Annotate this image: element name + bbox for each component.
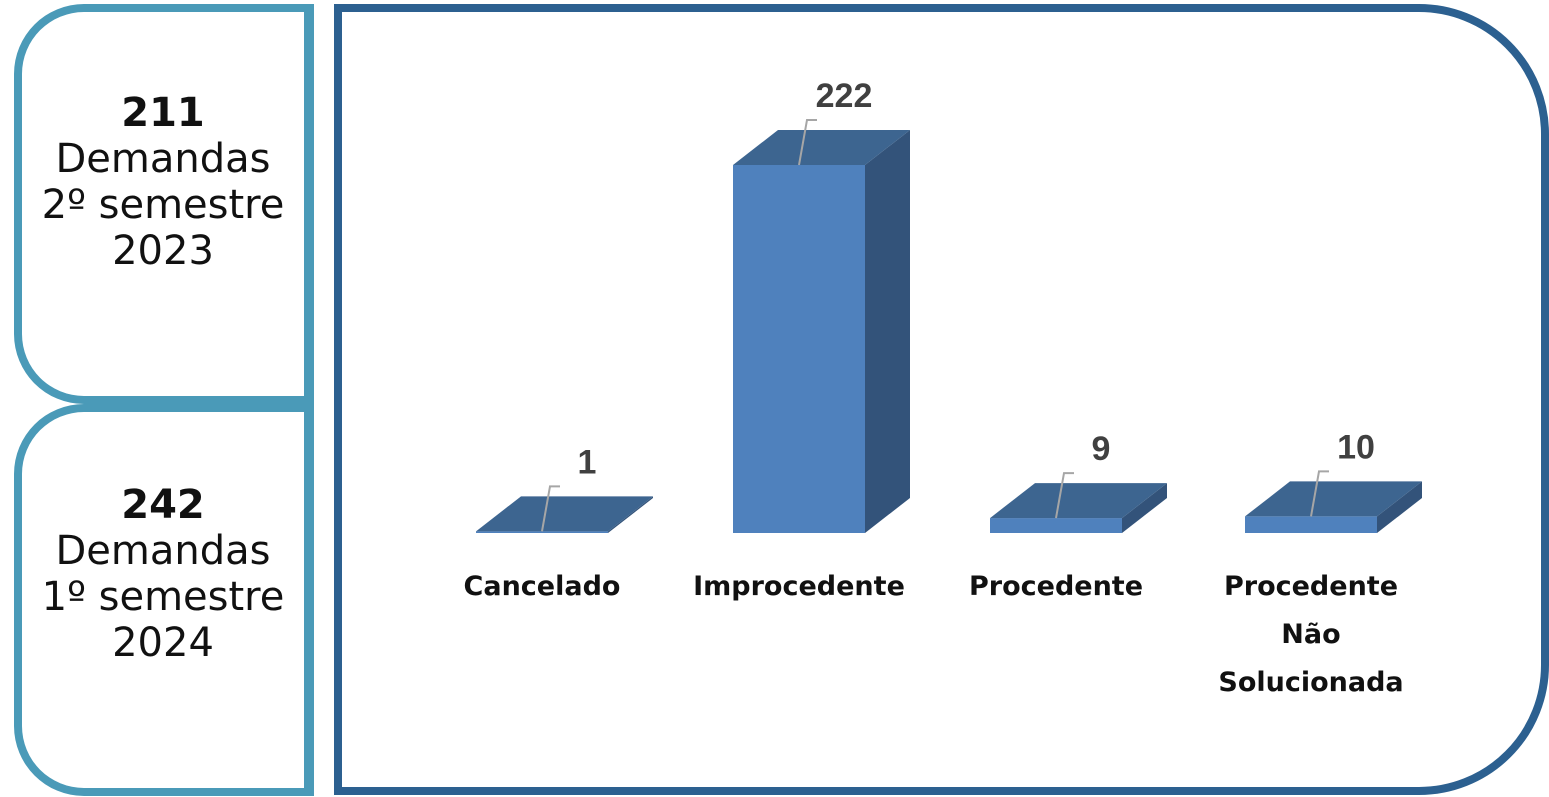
bar-front: [1245, 516, 1377, 533]
bar-side: [865, 130, 910, 533]
line: Demandas: [55, 136, 271, 182]
count: 242: [121, 482, 205, 528]
value-label: 222: [816, 77, 873, 115]
chart-frame: [334, 4, 1549, 795]
bar-front: [476, 531, 608, 533]
line: 1º semestre: [41, 574, 285, 620]
bar-side: [1122, 483, 1167, 533]
summary-panel: 211 Demandas 2º semestre 2023: [14, 4, 314, 404]
line: 2024: [112, 620, 214, 666]
x-tick-label: Procedente Não Solucionada: [1218, 571, 1404, 698]
value-label: 1: [578, 443, 597, 481]
leader-line: [798, 119, 817, 166]
bar-side: [608, 496, 653, 533]
leader-line: [1055, 472, 1074, 519]
bar-top: [990, 483, 1167, 519]
summary-panel: 242 Demandas 1º semestre 2024: [14, 404, 314, 796]
bar-front: [990, 518, 1122, 533]
x-tick-label: Procedente: [968, 571, 1144, 602]
x-tick-label: Cancelado: [463, 571, 621, 602]
bar-front: [733, 165, 865, 533]
line: Demandas: [55, 528, 271, 574]
value-label: 9: [1092, 430, 1111, 468]
count: 211: [121, 90, 205, 136]
bar-top: [733, 130, 910, 165]
bar-top: [476, 496, 653, 532]
bar-top: [1245, 481, 1422, 517]
x-tick-label: Improcedente: [693, 571, 905, 602]
bar-side: [1377, 481, 1422, 533]
leader-line: [1310, 470, 1329, 517]
leader-line: [541, 485, 560, 532]
line: 2º semestre: [41, 182, 285, 228]
value-label: 10: [1337, 428, 1375, 466]
line: 2023: [112, 228, 214, 274]
